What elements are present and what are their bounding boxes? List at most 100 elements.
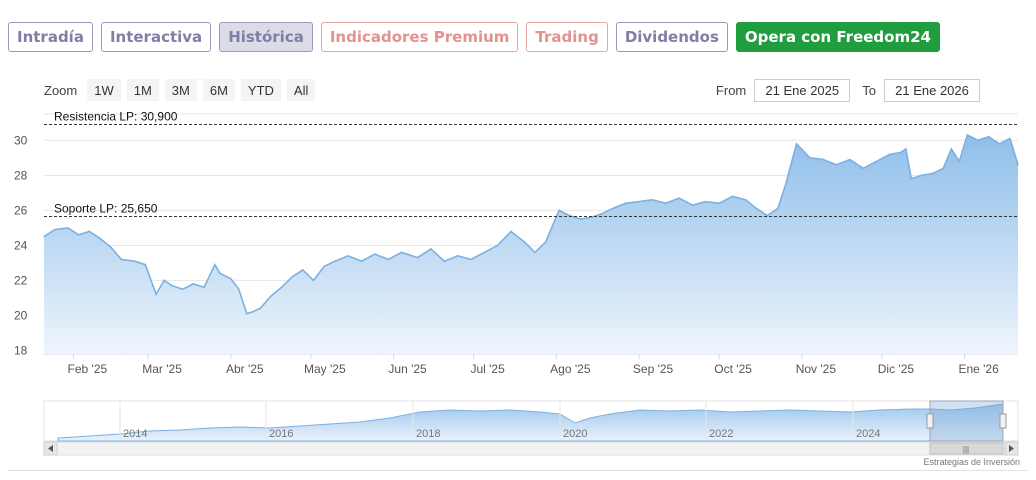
y-axis: 18 20 22 24 26 28 30 [14,133,28,357]
data-point [579,218,582,220]
data-point [1017,164,1019,166]
navigator-year-label: 2016 [269,428,293,440]
data-point [601,213,603,215]
data-point [958,160,960,162]
level-annotations: Resistencia LP: 30,900 Soporte LP: 25,650 [44,110,1018,217]
data-point [849,158,851,161]
data-point [534,251,536,253]
data-point [470,258,472,260]
tab-opera-con-freedom24[interactable]: Opera con Freedom24 [735,22,940,52]
x-tick-label: Sep '25 [633,362,674,376]
data-point [835,164,838,166]
data-point [876,160,878,162]
tab-trading[interactable]: Trading [526,22,608,52]
x-tick-label: Ago '25 [550,362,591,376]
x-tick-label: Ene '26 [958,362,999,376]
zoom-6m-button[interactable]: 6M [202,79,235,101]
data-point [545,241,547,243]
data-point [134,260,136,262]
series-line [43,133,1019,315]
data-point [638,201,640,203]
y-tick-label: 28 [14,168,28,182]
data-point [483,251,485,253]
x-tick-label: Dic '25 [878,362,915,376]
zoom-3m-button[interactable]: 3M [164,79,197,101]
scrollbar-thumb[interactable] [929,442,1004,455]
navigator-frame [43,400,1019,442]
data-point [1009,137,1011,140]
price-area [43,133,1019,354]
x-tick-label: Mar '25 [142,362,182,376]
x-tick-label: Nov '25 [796,362,837,376]
from-date-input[interactable] [754,79,851,102]
data-point [809,157,811,159]
tab-histórica[interactable]: Histórica [219,22,313,52]
data-point [374,253,376,255]
chart-tabs: Intradía Interactiva Histórica Indicadores … [8,22,940,52]
navigator-handle-left[interactable] [926,413,934,429]
data-point [401,251,403,253]
data-point [457,255,459,257]
data-point [120,258,122,260]
data-point [932,173,934,175]
data-point [302,269,304,271]
zoom-all-button[interactable]: All [286,79,316,101]
data-point [889,153,891,155]
zoom-ytd-button[interactable]: YTD [240,79,281,101]
data-point [155,293,157,295]
scrollbar-track[interactable] [43,441,1019,456]
data-point [417,257,419,259]
data-point [510,230,512,232]
data-point [259,307,261,310]
y-tick-label: 22 [14,273,28,287]
data-point [171,285,173,287]
data-point [822,158,824,161]
x-tick-label: Oct '25 [714,362,752,376]
data-point [88,230,90,232]
navigator-year-label: 2018 [416,428,440,440]
navigator-area [57,403,1004,442]
data-point [144,264,146,266]
y-tick-label: 30 [14,133,28,147]
zoom-1m-button[interactable]: 1M [126,79,159,101]
tab-intradía[interactable]: Intradía [8,22,93,52]
to-label: To [862,83,876,98]
data-point [900,151,902,154]
tab-indicadores-premium[interactable]: Indicadores Premium [320,22,519,52]
navigator-handle-right[interactable] [999,413,1007,429]
tab-dividendos[interactable]: Dividendos [615,22,728,52]
data-point [625,202,627,204]
data-point [691,204,694,206]
data-point [54,229,56,231]
scrollbar[interactable]: ||| [43,441,1019,456]
data-point [347,255,349,257]
navigator-year-label: 2022 [709,428,733,440]
tab-interactiva[interactable]: Interactiva [100,22,212,52]
zoom-label: Zoom [44,82,78,98]
data-point [777,208,779,210]
chart-credit[interactable]: Estrategias de Inversión [923,457,1020,467]
data-point [651,199,654,201]
navigator-year-label: 2020 [563,428,587,440]
x-axis: Feb '25 Mar '25 Abr '25 May '25 Jun '25 Jul '… [68,354,999,376]
navigator-year-label: 2024 [856,428,880,440]
x-tick-label: Jun '25 [388,362,427,376]
data-point [99,237,101,239]
y-tick-label: 18 [14,343,28,357]
zoom-1w-button[interactable]: 1W [87,79,121,101]
data-point [219,272,221,274]
data-point [387,258,389,260]
data-point [280,286,283,288]
data-point [705,201,707,203]
data-point [43,236,45,238]
data-point [755,208,758,210]
data-point [182,288,184,290]
navigator-selection[interactable] [929,400,1004,442]
scroll-right-button[interactable] [1004,441,1019,456]
data-point [678,197,680,199]
level-label: Resistencia LP: 30,900 [54,110,178,124]
data-point [731,195,734,197]
scroll-left-button[interactable] [43,441,58,456]
to-date-input[interactable] [884,79,980,102]
